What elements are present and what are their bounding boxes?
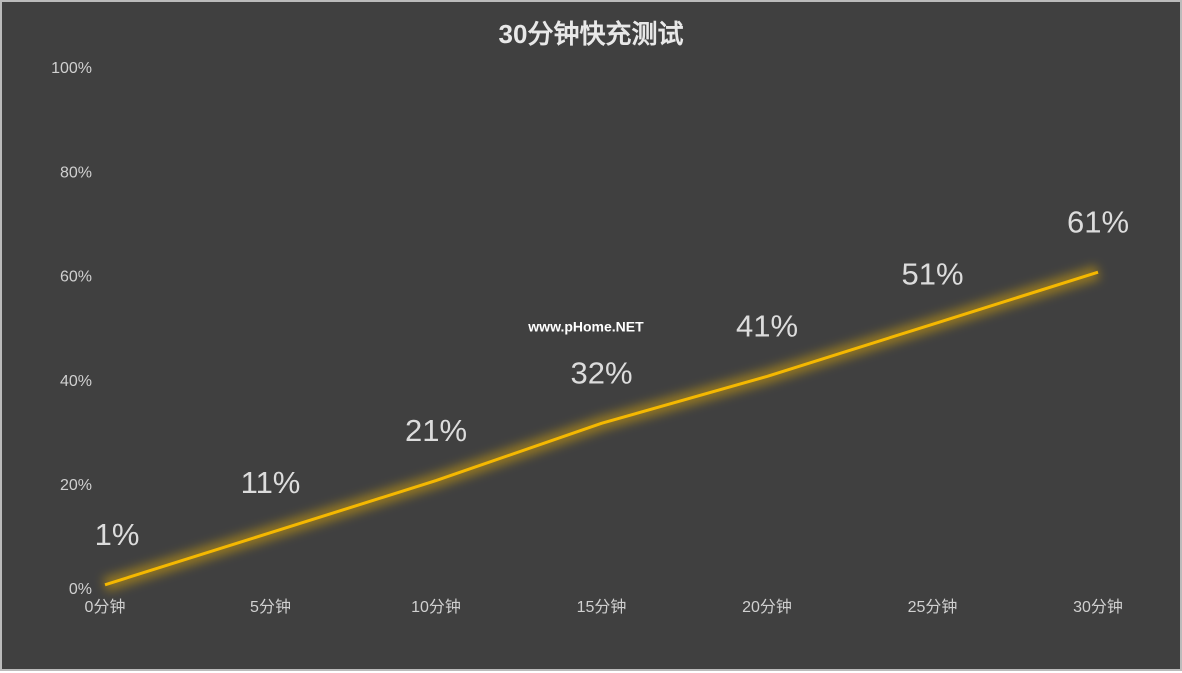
watermark: www.pHome.NET (527, 319, 644, 335)
x-tick-label: 0分钟 (85, 598, 126, 616)
x-tick-label: 25分钟 (908, 598, 958, 616)
y-tick-label: 100% (51, 60, 92, 77)
data-label: 21% (405, 413, 467, 448)
x-tick-label: 20分钟 (742, 598, 792, 616)
x-tick-label: 10分钟 (411, 598, 461, 616)
data-label: 32% (570, 355, 632, 390)
data-label: 51% (901, 256, 963, 291)
data-label: 11% (241, 465, 301, 500)
x-tick-label: 5分钟 (250, 598, 291, 616)
data-label: 61% (1067, 204, 1129, 239)
data-label: 1% (95, 517, 140, 552)
y-tick-label: 60% (60, 269, 92, 286)
x-tick-label: 30分钟 (1073, 598, 1123, 616)
y-tick-label: 0% (69, 581, 92, 598)
chart-title: 30分钟快充测试 (499, 19, 684, 49)
y-tick-label: 20% (60, 477, 92, 494)
y-tick-label: 80% (60, 164, 92, 181)
data-label: 41% (736, 309, 798, 344)
x-tick-label: 15分钟 (577, 598, 627, 616)
line (104, 270, 1099, 587)
y-tick-label: 40% (60, 373, 92, 390)
